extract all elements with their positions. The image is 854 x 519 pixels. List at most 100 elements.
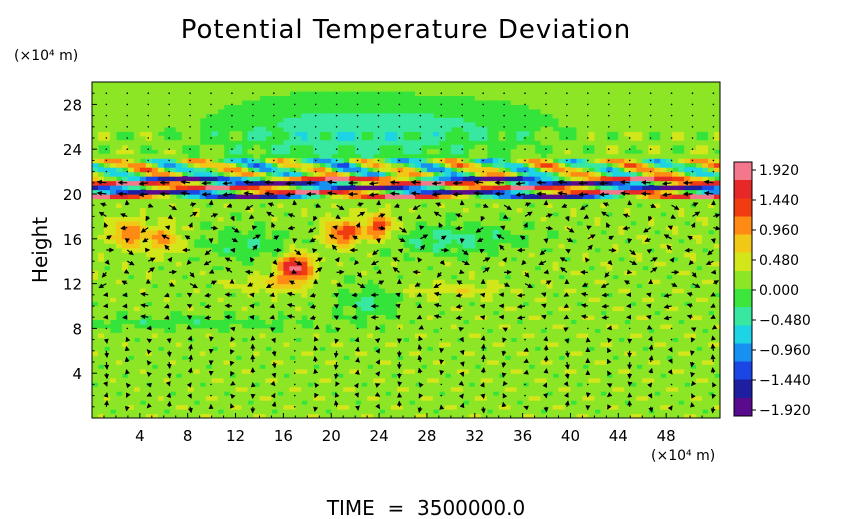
heatmap-cell bbox=[367, 368, 374, 374]
heatmap-cell bbox=[103, 297, 111, 303]
heatmap-cell bbox=[480, 270, 488, 276]
heatmap-cell bbox=[373, 211, 380, 217]
heatmap-cell bbox=[253, 297, 261, 303]
heatmap-cell bbox=[92, 355, 99, 361]
heatmap-cell bbox=[253, 359, 261, 365]
heatmap-cell bbox=[618, 306, 625, 312]
heatmap-cell bbox=[343, 350, 350, 356]
heatmap-cell bbox=[696, 247, 703, 253]
heatmap-cell bbox=[546, 346, 554, 352]
heatmap-cell bbox=[295, 314, 302, 321]
heatmap-cell bbox=[420, 252, 428, 258]
heatmap-cell bbox=[582, 185, 590, 191]
heatmap-cell bbox=[552, 279, 560, 285]
heatmap-cell bbox=[121, 341, 129, 347]
heatmap-cell bbox=[534, 359, 542, 365]
heatmap-cell bbox=[666, 328, 673, 334]
heatmap-cell bbox=[696, 337, 703, 343]
heatmap-cell bbox=[498, 202, 506, 209]
heatmap-cell bbox=[684, 310, 691, 316]
heatmap-cell bbox=[193, 395, 201, 401]
heatmap-cell bbox=[528, 274, 536, 280]
heatmap-cell bbox=[696, 180, 703, 186]
heatmap-cell bbox=[462, 368, 470, 374]
heatmap-cell bbox=[145, 207, 153, 213]
heatmap-cell bbox=[408, 373, 416, 379]
heatmap-cell bbox=[385, 319, 392, 325]
heatmap-cell bbox=[313, 234, 320, 240]
heatmap-cell bbox=[432, 346, 440, 352]
heatmap-cell bbox=[678, 185, 685, 191]
heatmap-cell bbox=[540, 265, 548, 271]
heatmap-cell bbox=[678, 306, 685, 312]
heatmap-cell bbox=[217, 279, 225, 285]
heatmap-cell bbox=[283, 395, 290, 401]
heatmap-cell bbox=[109, 274, 117, 280]
heatmap-cell bbox=[666, 377, 673, 383]
heatmap-cell bbox=[654, 270, 661, 276]
heatmap-cell bbox=[516, 328, 524, 334]
heatmap-cell bbox=[570, 377, 578, 383]
heatmap-cell bbox=[408, 310, 416, 316]
heatmap-cell bbox=[690, 180, 697, 186]
heatmap-cell bbox=[133, 328, 141, 334]
heatmap-cell bbox=[672, 198, 679, 204]
heatmap-cell bbox=[714, 314, 720, 321]
heatmap-cell bbox=[355, 409, 362, 415]
heatmap-cell bbox=[678, 207, 685, 213]
heatmap-cell bbox=[462, 413, 470, 418]
heatmap-cell bbox=[97, 243, 105, 249]
heatmap-cell bbox=[498, 189, 506, 195]
heatmap-cell bbox=[235, 185, 243, 191]
heatmap-cell bbox=[714, 337, 720, 343]
heatmap-cell bbox=[654, 279, 661, 285]
heatmap-cell bbox=[690, 194, 697, 200]
heatmap-cell bbox=[325, 229, 332, 235]
heatmap-cell bbox=[337, 350, 344, 356]
heatmap-cell bbox=[612, 292, 619, 298]
heatmap-cell bbox=[666, 234, 673, 240]
heatmap-cell bbox=[92, 328, 99, 334]
heatmap-cell bbox=[594, 261, 601, 267]
heatmap-cell bbox=[468, 328, 476, 334]
heatmap-cell bbox=[151, 180, 159, 186]
heatmap-cell bbox=[289, 350, 296, 356]
heatmap-cell bbox=[385, 382, 392, 388]
heatmap-cell bbox=[426, 301, 434, 307]
heatmap-cell bbox=[337, 234, 344, 240]
heatmap-cell bbox=[672, 395, 679, 401]
heatmap-cell bbox=[546, 364, 554, 370]
heatmap-cell bbox=[540, 229, 548, 235]
heatmap-cell bbox=[121, 243, 129, 249]
heatmap-cell bbox=[414, 189, 422, 195]
heatmap-cell bbox=[576, 185, 584, 191]
heatmap-cell bbox=[678, 211, 685, 217]
heatmap-cell bbox=[175, 198, 183, 204]
heatmap-cell bbox=[582, 341, 590, 347]
heatmap-cell bbox=[516, 225, 524, 231]
heatmap-cell bbox=[92, 202, 99, 209]
heatmap-cell bbox=[522, 413, 530, 418]
heatmap-cell bbox=[552, 364, 560, 370]
heatmap-cell bbox=[163, 270, 171, 276]
heatmap-cell bbox=[456, 274, 464, 280]
heatmap-cell bbox=[474, 355, 482, 361]
heatmap-cell bbox=[510, 279, 518, 285]
heatmap-cell bbox=[241, 229, 249, 235]
heatmap-cell bbox=[486, 346, 494, 352]
heatmap-cell bbox=[438, 364, 446, 370]
heatmap-cell bbox=[456, 288, 464, 294]
heatmap-cell bbox=[540, 279, 548, 285]
heatmap-cell bbox=[672, 243, 679, 249]
heatmap-cell bbox=[420, 279, 428, 285]
heatmap-cell bbox=[462, 391, 470, 397]
heatmap-cell bbox=[438, 279, 446, 285]
heatmap-cell bbox=[678, 216, 685, 222]
heatmap-cell bbox=[295, 189, 302, 195]
heatmap-cell bbox=[193, 225, 201, 231]
heatmap-cell bbox=[474, 413, 482, 418]
heatmap-cell bbox=[504, 194, 512, 200]
heatmap-cell bbox=[115, 256, 123, 262]
heatmap-cell bbox=[283, 261, 290, 267]
heatmap-cell bbox=[313, 220, 320, 226]
